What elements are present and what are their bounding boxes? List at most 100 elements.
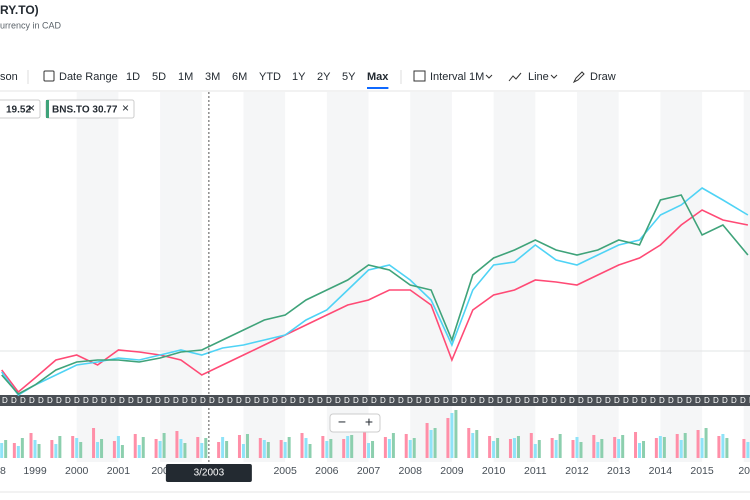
dividend-marker[interactable]: D	[425, 396, 431, 405]
dividend-marker[interactable]: D	[488, 396, 494, 405]
dividend-marker[interactable]: D	[380, 396, 386, 405]
dividend-marker[interactable]: D	[695, 396, 701, 405]
range-button[interactable]: 1Y	[292, 71, 306, 83]
dividend-marker[interactable]: D	[128, 396, 134, 405]
dividend-marker[interactable]: D	[209, 396, 215, 405]
dividend-marker[interactable]: D	[74, 396, 80, 405]
dividend-marker[interactable]: D	[245, 396, 251, 405]
dividend-marker[interactable]: D	[722, 396, 728, 405]
dividend-marker[interactable]: D	[389, 396, 395, 405]
dividend-marker[interactable]: D	[281, 396, 287, 405]
dividend-marker[interactable]: D	[524, 396, 530, 405]
dividend-marker[interactable]: D	[515, 396, 521, 405]
dividend-marker[interactable]: D	[731, 396, 737, 405]
range-button[interactable]: 1M	[178, 71, 193, 83]
dividend-marker[interactable]: D	[101, 396, 107, 405]
zoom-button[interactable]: −	[338, 414, 346, 430]
dividend-marker[interactable]: D	[686, 396, 692, 405]
dividend-marker[interactable]: D	[326, 396, 332, 405]
dividend-marker[interactable]: D	[191, 396, 197, 405]
dividend-marker[interactable]: D	[479, 396, 485, 405]
dividend-marker[interactable]: D	[272, 396, 278, 405]
dividend-marker[interactable]: D	[533, 396, 539, 405]
dividend-marker[interactable]: D	[317, 396, 323, 405]
dividend-marker[interactable]: D	[38, 396, 44, 405]
range-button[interactable]: 1D	[126, 71, 140, 83]
range-button[interactable]: 6M	[232, 71, 247, 83]
dividend-marker[interactable]: D	[56, 396, 62, 405]
dividend-marker[interactable]: D	[668, 396, 674, 405]
dividend-marker[interactable]: D	[92, 396, 98, 405]
dividend-marker[interactable]: D	[200, 396, 206, 405]
dividend-marker[interactable]: D	[659, 396, 665, 405]
dividend-marker[interactable]: D	[11, 396, 17, 405]
dividend-marker[interactable]: D	[470, 396, 476, 405]
dividend-marker[interactable]: D	[560, 396, 566, 405]
dividend-marker[interactable]: D	[650, 396, 656, 405]
dividend-marker[interactable]: D	[164, 396, 170, 405]
dividend-marker[interactable]: D	[623, 396, 629, 405]
dividend-marker[interactable]: D	[218, 396, 224, 405]
dividend-marker[interactable]: D	[434, 396, 440, 405]
dividend-marker[interactable]: D	[605, 396, 611, 405]
dividend-marker[interactable]: D	[65, 396, 71, 405]
interval-label[interactable]: Interval	[430, 71, 466, 83]
dividend-marker[interactable]: D	[335, 396, 341, 405]
dividend-marker[interactable]: D	[110, 396, 116, 405]
dividend-marker[interactable]: D	[407, 396, 413, 405]
dividend-marker[interactable]: D	[551, 396, 557, 405]
dividend-marker[interactable]: D	[452, 396, 458, 405]
dividend-marker[interactable]: D	[398, 396, 404, 405]
dividend-marker[interactable]: D	[461, 396, 467, 405]
dividend-marker[interactable]: D	[119, 396, 125, 405]
dividend-marker[interactable]: D	[353, 396, 359, 405]
legend-chip[interactable]	[0, 99, 41, 119]
dividend-marker[interactable]: D	[542, 396, 548, 405]
dividend-marker[interactable]: D	[146, 396, 152, 405]
dividend-marker[interactable]: D	[704, 396, 710, 405]
dividend-marker[interactable]: D	[578, 396, 584, 405]
dividend-marker[interactable]: D	[290, 396, 296, 405]
dividend-marker[interactable]: D	[713, 396, 719, 405]
dividend-marker[interactable]: D	[362, 396, 368, 405]
legend-chip-close[interactable]: ×	[122, 101, 129, 115]
dividend-marker[interactable]: D	[155, 396, 161, 405]
zoom-button[interactable]: +	[365, 414, 373, 430]
dividend-marker[interactable]: D	[569, 396, 575, 405]
dividend-marker[interactable]: D	[740, 396, 746, 405]
dividend-marker[interactable]: D	[29, 396, 35, 405]
dividend-marker[interactable]: D	[506, 396, 512, 405]
dividend-marker[interactable]: D	[47, 396, 53, 405]
dividend-marker[interactable]: D	[614, 396, 620, 405]
range-button[interactable]: 5D	[152, 71, 166, 83]
dividend-marker[interactable]: D	[596, 396, 602, 405]
dividend-marker[interactable]: D	[299, 396, 305, 405]
interval-value[interactable]: 1M	[469, 71, 484, 83]
range-button[interactable]: 2Y	[317, 71, 331, 83]
dividend-marker[interactable]: D	[2, 396, 8, 405]
comparison-button[interactable]: son	[0, 71, 18, 83]
dividend-marker[interactable]: D	[677, 396, 683, 405]
dividend-marker[interactable]: D	[182, 396, 188, 405]
dividend-marker[interactable]: D	[254, 396, 260, 405]
dividend-marker[interactable]: D	[263, 396, 269, 405]
dividend-marker[interactable]: D	[371, 396, 377, 405]
dividend-marker[interactable]: D	[416, 396, 422, 405]
dividend-marker[interactable]: D	[20, 396, 26, 405]
range-button[interactable]: YTD	[259, 71, 281, 83]
range-button[interactable]: 5Y	[342, 71, 356, 83]
dividend-marker[interactable]: D	[236, 396, 242, 405]
dividend-marker[interactable]: D	[173, 396, 179, 405]
dividend-marker[interactable]: D	[587, 396, 593, 405]
dividend-marker[interactable]: D	[137, 396, 143, 405]
range-button[interactable]: 3M	[205, 71, 220, 83]
dividend-marker[interactable]: D	[344, 396, 350, 405]
draw-button[interactable]: Draw	[590, 71, 616, 83]
dividend-marker[interactable]: D	[227, 396, 233, 405]
date-range-button[interactable]: Date Range	[59, 71, 118, 83]
chart-style-button[interactable]: Line	[528, 71, 549, 83]
dividend-marker[interactable]: D	[641, 396, 647, 405]
legend-chip-close[interactable]: ×	[28, 101, 35, 115]
dividend-marker[interactable]: D	[443, 396, 449, 405]
dividend-marker[interactable]: D	[83, 396, 89, 405]
